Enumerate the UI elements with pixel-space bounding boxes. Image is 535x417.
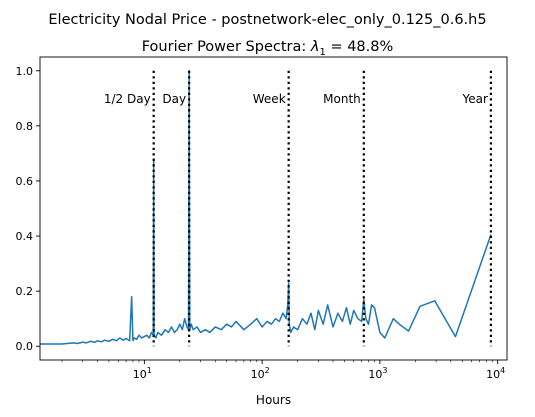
chart-title: Electricity Nodal Price - postnetwork-el… <box>48 12 486 28</box>
y-axis: 0.0 0.2 0.4 0.6 0.8 1.0 <box>16 65 40 353</box>
period-marker-label: 1/2 Day <box>104 92 151 106</box>
subtitle-prefix: Fourier Power Spectra: <box>142 39 311 55</box>
x-axis: 101 102 103 104 <box>61 360 505 381</box>
subtitle-suffix: = 48.8% <box>326 39 393 55</box>
period-marker-label: Day <box>162 92 186 106</box>
period-marker-label: Year <box>461 92 487 106</box>
subtitle-lambda: λ <box>310 39 320 55</box>
series-line-0 <box>40 70 492 345</box>
x-tick-label: 104 <box>486 366 505 381</box>
y-tick-label: 1.0 <box>16 65 34 78</box>
chart-subtitle: Fourier Power Spectra: λ1 = 48.8% <box>142 39 394 58</box>
plot-area: 1/2 Day Day Week Month Year <box>40 70 493 347</box>
x-axis-label: Hours <box>256 393 291 407</box>
y-tick-label: 0.2 <box>16 285 34 298</box>
period-marker-label: Month <box>323 92 361 106</box>
y-tick-label: 0.4 <box>16 230 34 243</box>
subtitle-subscript: 1 <box>319 47 325 58</box>
y-tick-label: 0.0 <box>16 340 34 353</box>
period-marker-label: Week <box>253 92 286 106</box>
y-tick-label: 0.8 <box>16 120 34 133</box>
x-tick-label: 102 <box>251 366 270 381</box>
y-tick-label: 0.6 <box>16 175 34 188</box>
x-tick-label: 103 <box>368 366 387 381</box>
x-tick-label: 101 <box>133 366 152 381</box>
axes-frame <box>39 56 508 361</box>
